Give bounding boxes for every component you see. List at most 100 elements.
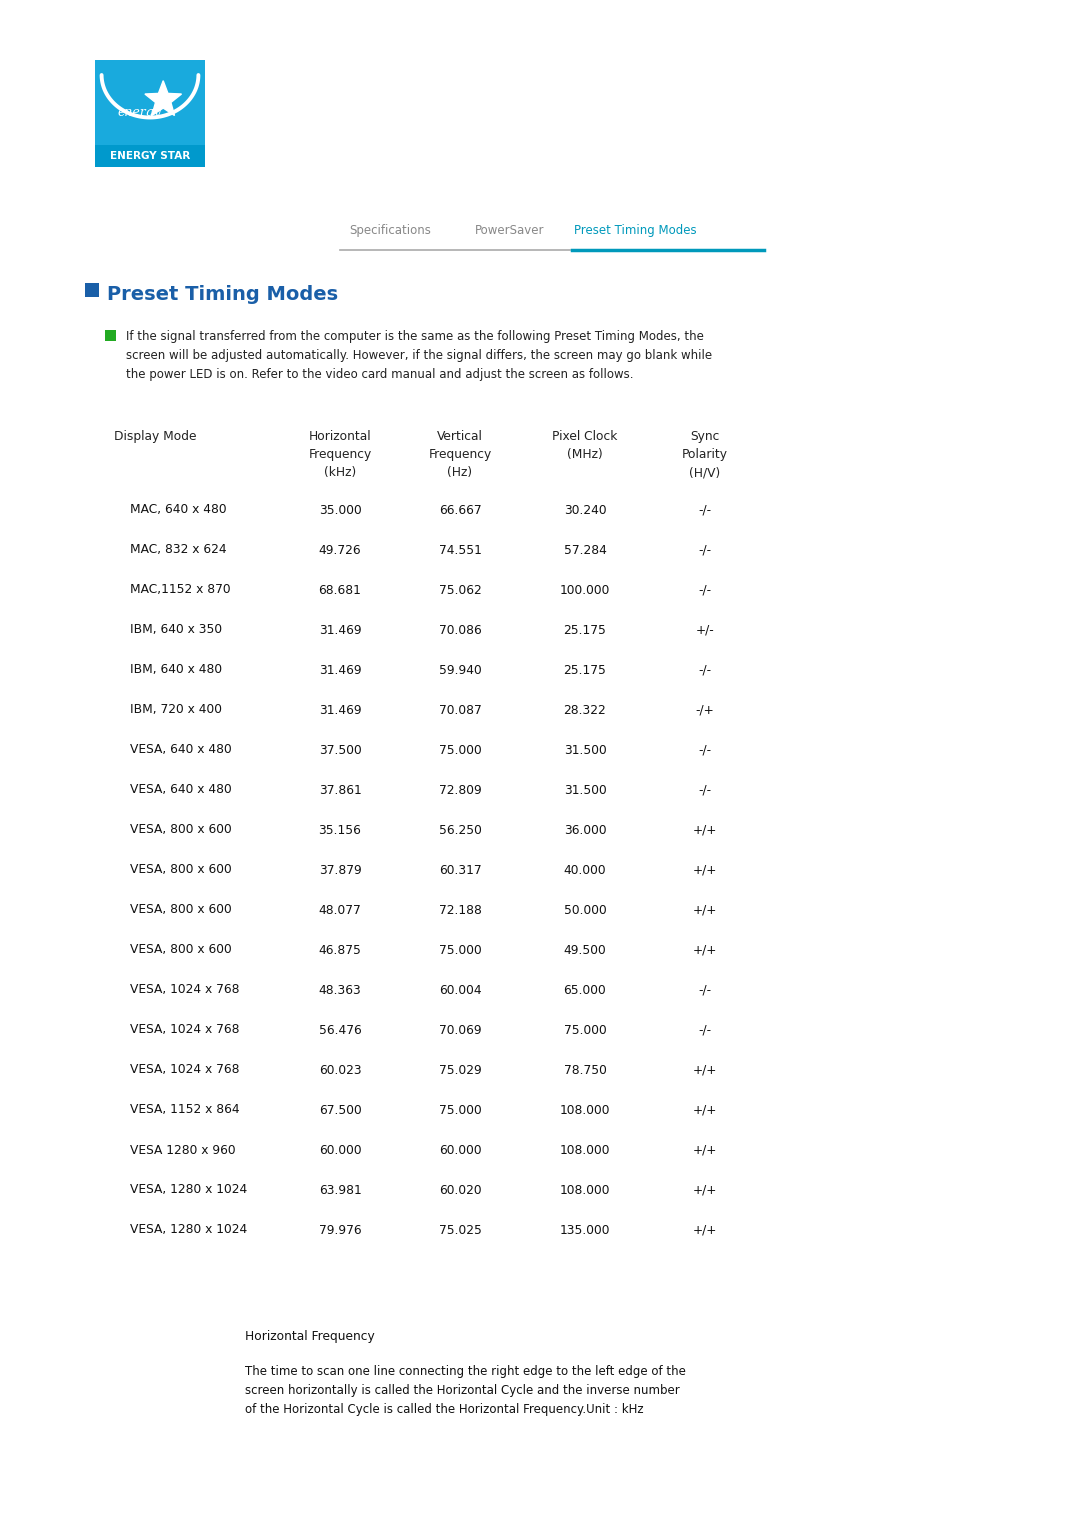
Text: 46.875: 46.875 xyxy=(319,943,362,957)
Text: 75.000: 75.000 xyxy=(438,943,482,957)
Text: +/+: +/+ xyxy=(692,1184,717,1196)
Text: +/+: +/+ xyxy=(692,1143,717,1157)
Text: 72.809: 72.809 xyxy=(438,784,482,796)
Text: 59.940: 59.940 xyxy=(438,663,482,677)
Text: 40.000: 40.000 xyxy=(564,863,606,877)
Text: 60.004: 60.004 xyxy=(438,984,482,996)
Text: +/+: +/+ xyxy=(692,1224,717,1236)
Text: VESA, 640 x 480: VESA, 640 x 480 xyxy=(130,744,232,756)
Text: 67.500: 67.500 xyxy=(319,1103,362,1117)
Text: Pixel Clock
(MHz): Pixel Clock (MHz) xyxy=(552,429,618,461)
Text: 68.681: 68.681 xyxy=(319,584,362,596)
Text: 108.000: 108.000 xyxy=(559,1103,610,1117)
Text: 63.981: 63.981 xyxy=(319,1184,362,1196)
Text: 35.156: 35.156 xyxy=(319,824,362,836)
Text: VESA, 1024 x 768: VESA, 1024 x 768 xyxy=(130,1063,240,1077)
Text: +/+: +/+ xyxy=(692,863,717,877)
Text: VESA, 800 x 600: VESA, 800 x 600 xyxy=(130,863,232,877)
Text: 75.000: 75.000 xyxy=(438,744,482,756)
Text: Horizontal
Frequency
(kHz): Horizontal Frequency (kHz) xyxy=(309,429,372,478)
Text: 48.363: 48.363 xyxy=(319,984,362,996)
Text: 37.861: 37.861 xyxy=(319,784,362,796)
Text: 30.240: 30.240 xyxy=(564,504,606,516)
Text: VESA, 800 x 600: VESA, 800 x 600 xyxy=(130,943,232,957)
Text: 56.476: 56.476 xyxy=(319,1024,362,1036)
Text: -/-: -/- xyxy=(699,1024,712,1036)
Text: 60.000: 60.000 xyxy=(438,1143,482,1157)
Text: 66.667: 66.667 xyxy=(438,504,482,516)
Text: 37.500: 37.500 xyxy=(319,744,362,756)
Text: +/+: +/+ xyxy=(692,824,717,836)
Text: MAC,1152 x 870: MAC,1152 x 870 xyxy=(130,584,231,596)
Text: energy: energy xyxy=(117,107,161,119)
Text: VESA, 640 x 480: VESA, 640 x 480 xyxy=(130,784,232,796)
Text: Preset Timing Modes: Preset Timing Modes xyxy=(107,286,338,304)
FancyBboxPatch shape xyxy=(95,60,205,145)
Text: 36.000: 36.000 xyxy=(564,824,606,836)
Text: VESA, 1152 x 864: VESA, 1152 x 864 xyxy=(130,1103,240,1117)
Text: 37.879: 37.879 xyxy=(319,863,362,877)
Text: 100.000: 100.000 xyxy=(559,584,610,596)
Text: VESA, 1280 x 1024: VESA, 1280 x 1024 xyxy=(130,1224,247,1236)
Text: -/-: -/- xyxy=(699,544,712,556)
Text: 49.500: 49.500 xyxy=(564,943,606,957)
Text: IBM, 720 x 400: IBM, 720 x 400 xyxy=(130,703,222,717)
Text: 70.087: 70.087 xyxy=(438,703,482,717)
Text: 75.000: 75.000 xyxy=(438,1103,482,1117)
Text: PowerSaver: PowerSaver xyxy=(475,225,544,237)
Text: 108.000: 108.000 xyxy=(559,1143,610,1157)
Text: -/+: -/+ xyxy=(696,703,714,717)
Text: 74.551: 74.551 xyxy=(438,544,482,556)
Text: 60.317: 60.317 xyxy=(438,863,482,877)
Text: 57.284: 57.284 xyxy=(564,544,607,556)
Text: Vertical
Frequency
(Hz): Vertical Frequency (Hz) xyxy=(429,429,491,478)
FancyBboxPatch shape xyxy=(95,145,205,167)
Text: VESA, 1024 x 768: VESA, 1024 x 768 xyxy=(130,984,240,996)
FancyBboxPatch shape xyxy=(105,330,116,341)
Text: The time to scan one line connecting the right edge to the left edge of the
scre: The time to scan one line connecting the… xyxy=(245,1365,686,1416)
Text: 72.188: 72.188 xyxy=(438,903,482,917)
Text: IBM, 640 x 480: IBM, 640 x 480 xyxy=(130,663,222,677)
Text: 60.020: 60.020 xyxy=(438,1184,482,1196)
Text: 35.000: 35.000 xyxy=(319,504,362,516)
Text: 31.469: 31.469 xyxy=(319,663,362,677)
Text: 75.029: 75.029 xyxy=(438,1063,482,1077)
Text: VESA, 1280 x 1024: VESA, 1280 x 1024 xyxy=(130,1184,247,1196)
Text: 60.000: 60.000 xyxy=(319,1143,362,1157)
Text: +/+: +/+ xyxy=(692,943,717,957)
Text: -/-: -/- xyxy=(699,504,712,516)
Text: IBM, 640 x 350: IBM, 640 x 350 xyxy=(130,623,222,637)
Text: 56.250: 56.250 xyxy=(438,824,482,836)
Text: 31.500: 31.500 xyxy=(564,784,606,796)
Text: MAC, 640 x 480: MAC, 640 x 480 xyxy=(130,504,227,516)
Text: 49.726: 49.726 xyxy=(319,544,362,556)
Text: VESA, 800 x 600: VESA, 800 x 600 xyxy=(130,903,232,917)
Text: 65.000: 65.000 xyxy=(564,984,606,996)
Text: +/-: +/- xyxy=(696,623,714,637)
Text: 75.025: 75.025 xyxy=(438,1224,482,1236)
Text: VESA, 1024 x 768: VESA, 1024 x 768 xyxy=(130,1024,240,1036)
Text: If the signal transferred from the computer is the same as the following Preset : If the signal transferred from the compu… xyxy=(126,330,712,380)
Text: Specifications: Specifications xyxy=(349,225,431,237)
Text: 48.077: 48.077 xyxy=(319,903,362,917)
Text: 31.469: 31.469 xyxy=(319,703,362,717)
Text: 60.023: 60.023 xyxy=(319,1063,362,1077)
Text: VESA, 800 x 600: VESA, 800 x 600 xyxy=(130,824,232,836)
Text: 75.000: 75.000 xyxy=(564,1024,606,1036)
Text: Display Mode: Display Mode xyxy=(113,429,197,443)
Text: -/-: -/- xyxy=(699,784,712,796)
Text: +/+: +/+ xyxy=(692,1103,717,1117)
Text: -/-: -/- xyxy=(699,663,712,677)
Polygon shape xyxy=(145,81,181,116)
Text: +/+: +/+ xyxy=(692,1063,717,1077)
Text: -/-: -/- xyxy=(699,744,712,756)
Text: 28.322: 28.322 xyxy=(564,703,606,717)
Text: 31.469: 31.469 xyxy=(319,623,362,637)
Text: 31.500: 31.500 xyxy=(564,744,606,756)
Text: Horizontal Frequency: Horizontal Frequency xyxy=(245,1329,375,1343)
Text: -/-: -/- xyxy=(699,584,712,596)
Text: 70.086: 70.086 xyxy=(438,623,482,637)
Text: MAC, 832 x 624: MAC, 832 x 624 xyxy=(130,544,227,556)
Text: +/+: +/+ xyxy=(692,903,717,917)
Text: -/-: -/- xyxy=(699,984,712,996)
